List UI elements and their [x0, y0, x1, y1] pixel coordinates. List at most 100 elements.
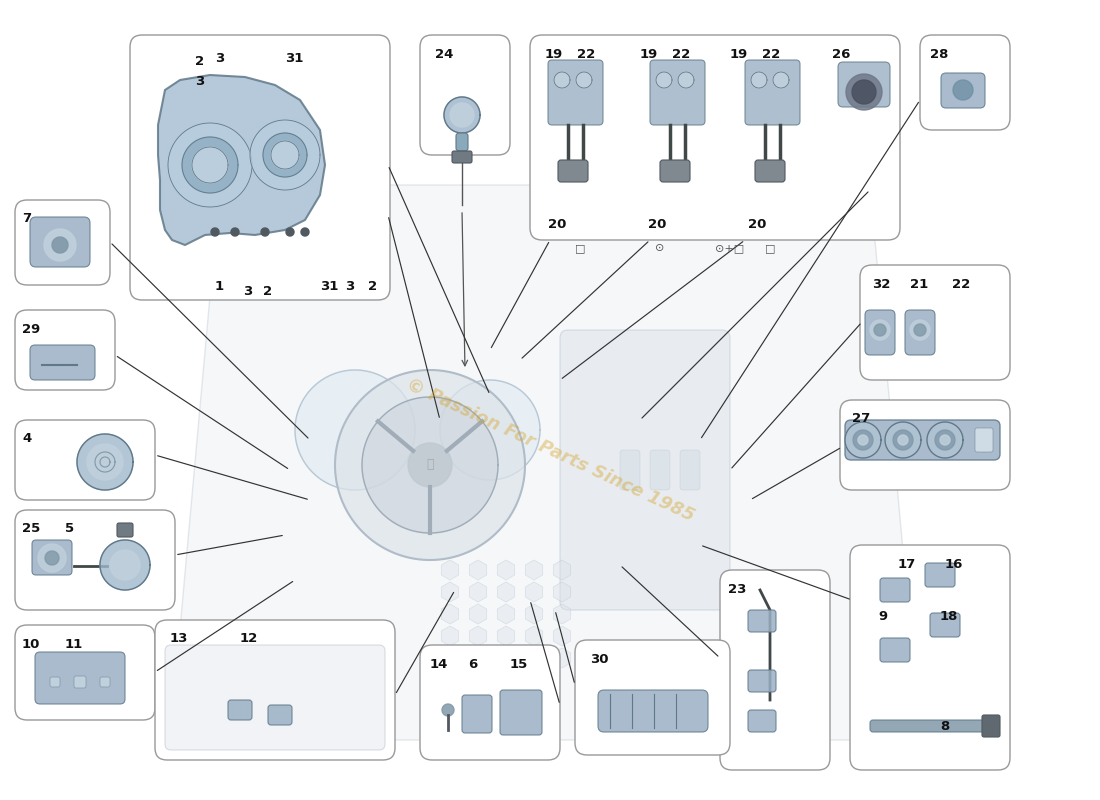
FancyBboxPatch shape: [748, 610, 775, 632]
FancyBboxPatch shape: [620, 450, 640, 490]
Text: 14: 14: [430, 658, 449, 671]
Polygon shape: [526, 648, 542, 668]
FancyBboxPatch shape: [228, 700, 252, 720]
FancyBboxPatch shape: [745, 60, 800, 125]
Text: 25: 25: [22, 522, 41, 535]
FancyBboxPatch shape: [598, 690, 708, 732]
Polygon shape: [773, 72, 789, 88]
Text: 5: 5: [65, 522, 74, 535]
Polygon shape: [110, 550, 140, 580]
Polygon shape: [408, 443, 452, 487]
FancyBboxPatch shape: [15, 310, 116, 390]
Text: 31: 31: [320, 280, 339, 293]
Polygon shape: [553, 626, 571, 646]
Polygon shape: [553, 648, 571, 668]
Polygon shape: [914, 324, 926, 336]
Text: 9: 9: [878, 610, 887, 623]
FancyBboxPatch shape: [30, 217, 90, 267]
Text: ⊙: ⊙: [656, 243, 664, 253]
Polygon shape: [441, 648, 459, 668]
FancyBboxPatch shape: [680, 450, 700, 490]
Text: 3: 3: [345, 280, 354, 293]
Text: 24: 24: [434, 48, 453, 61]
Text: 32: 32: [872, 278, 890, 291]
Polygon shape: [910, 320, 930, 340]
Text: 19: 19: [730, 48, 748, 61]
Polygon shape: [442, 704, 454, 716]
FancyBboxPatch shape: [155, 620, 395, 760]
Polygon shape: [893, 430, 913, 450]
Polygon shape: [497, 582, 515, 602]
Polygon shape: [940, 435, 950, 445]
FancyBboxPatch shape: [15, 420, 155, 500]
FancyBboxPatch shape: [548, 60, 603, 125]
Polygon shape: [295, 370, 415, 490]
Polygon shape: [441, 604, 459, 624]
FancyBboxPatch shape: [15, 510, 175, 610]
Text: ⊙+□: ⊙+□: [715, 243, 745, 253]
Text: 10: 10: [22, 638, 41, 651]
FancyBboxPatch shape: [845, 420, 1000, 460]
Polygon shape: [52, 237, 68, 253]
FancyBboxPatch shape: [15, 625, 155, 720]
Text: 31: 31: [285, 52, 304, 65]
Text: 2: 2: [263, 285, 272, 298]
FancyBboxPatch shape: [32, 540, 72, 575]
Polygon shape: [656, 72, 672, 88]
FancyBboxPatch shape: [420, 645, 560, 760]
Polygon shape: [170, 185, 920, 740]
Polygon shape: [470, 582, 486, 602]
Text: 30: 30: [590, 653, 608, 666]
Polygon shape: [874, 324, 886, 336]
FancyBboxPatch shape: [865, 310, 895, 355]
Text: 18: 18: [940, 610, 958, 623]
Polygon shape: [261, 228, 270, 236]
Text: 16: 16: [945, 558, 964, 571]
Polygon shape: [263, 133, 307, 177]
Polygon shape: [553, 582, 571, 602]
Polygon shape: [182, 137, 238, 193]
Polygon shape: [953, 80, 974, 100]
Polygon shape: [362, 397, 498, 533]
Polygon shape: [526, 560, 542, 580]
Polygon shape: [886, 422, 921, 458]
FancyBboxPatch shape: [870, 720, 990, 732]
Text: 20: 20: [748, 218, 767, 231]
FancyBboxPatch shape: [35, 652, 125, 704]
Polygon shape: [526, 626, 542, 646]
Polygon shape: [554, 72, 570, 88]
Text: □: □: [764, 243, 776, 253]
FancyBboxPatch shape: [530, 35, 900, 240]
Text: 🐎: 🐎: [427, 458, 433, 471]
FancyBboxPatch shape: [940, 73, 984, 108]
Polygon shape: [470, 626, 486, 646]
Polygon shape: [497, 604, 515, 624]
Polygon shape: [168, 123, 252, 207]
Text: 23: 23: [728, 583, 747, 596]
FancyBboxPatch shape: [420, 35, 510, 155]
Text: 22: 22: [762, 48, 780, 61]
Polygon shape: [526, 582, 542, 602]
FancyBboxPatch shape: [575, 640, 730, 755]
Text: 12: 12: [240, 632, 258, 645]
FancyBboxPatch shape: [74, 676, 86, 688]
FancyBboxPatch shape: [748, 670, 775, 692]
Polygon shape: [927, 422, 962, 458]
FancyBboxPatch shape: [748, 710, 775, 732]
Text: 15: 15: [510, 658, 528, 671]
Text: 22: 22: [952, 278, 970, 291]
Polygon shape: [158, 75, 324, 245]
Text: 13: 13: [170, 632, 188, 645]
FancyBboxPatch shape: [30, 345, 95, 380]
Polygon shape: [192, 147, 228, 183]
FancyBboxPatch shape: [50, 677, 60, 687]
Polygon shape: [231, 228, 239, 236]
FancyBboxPatch shape: [462, 695, 492, 733]
FancyBboxPatch shape: [650, 60, 705, 125]
Text: 3: 3: [243, 285, 252, 298]
Text: 21: 21: [910, 278, 928, 291]
Polygon shape: [845, 422, 881, 458]
Polygon shape: [576, 72, 592, 88]
Polygon shape: [450, 103, 474, 127]
Text: © Passion For Parts Since 1985: © Passion For Parts Since 1985: [403, 375, 697, 525]
